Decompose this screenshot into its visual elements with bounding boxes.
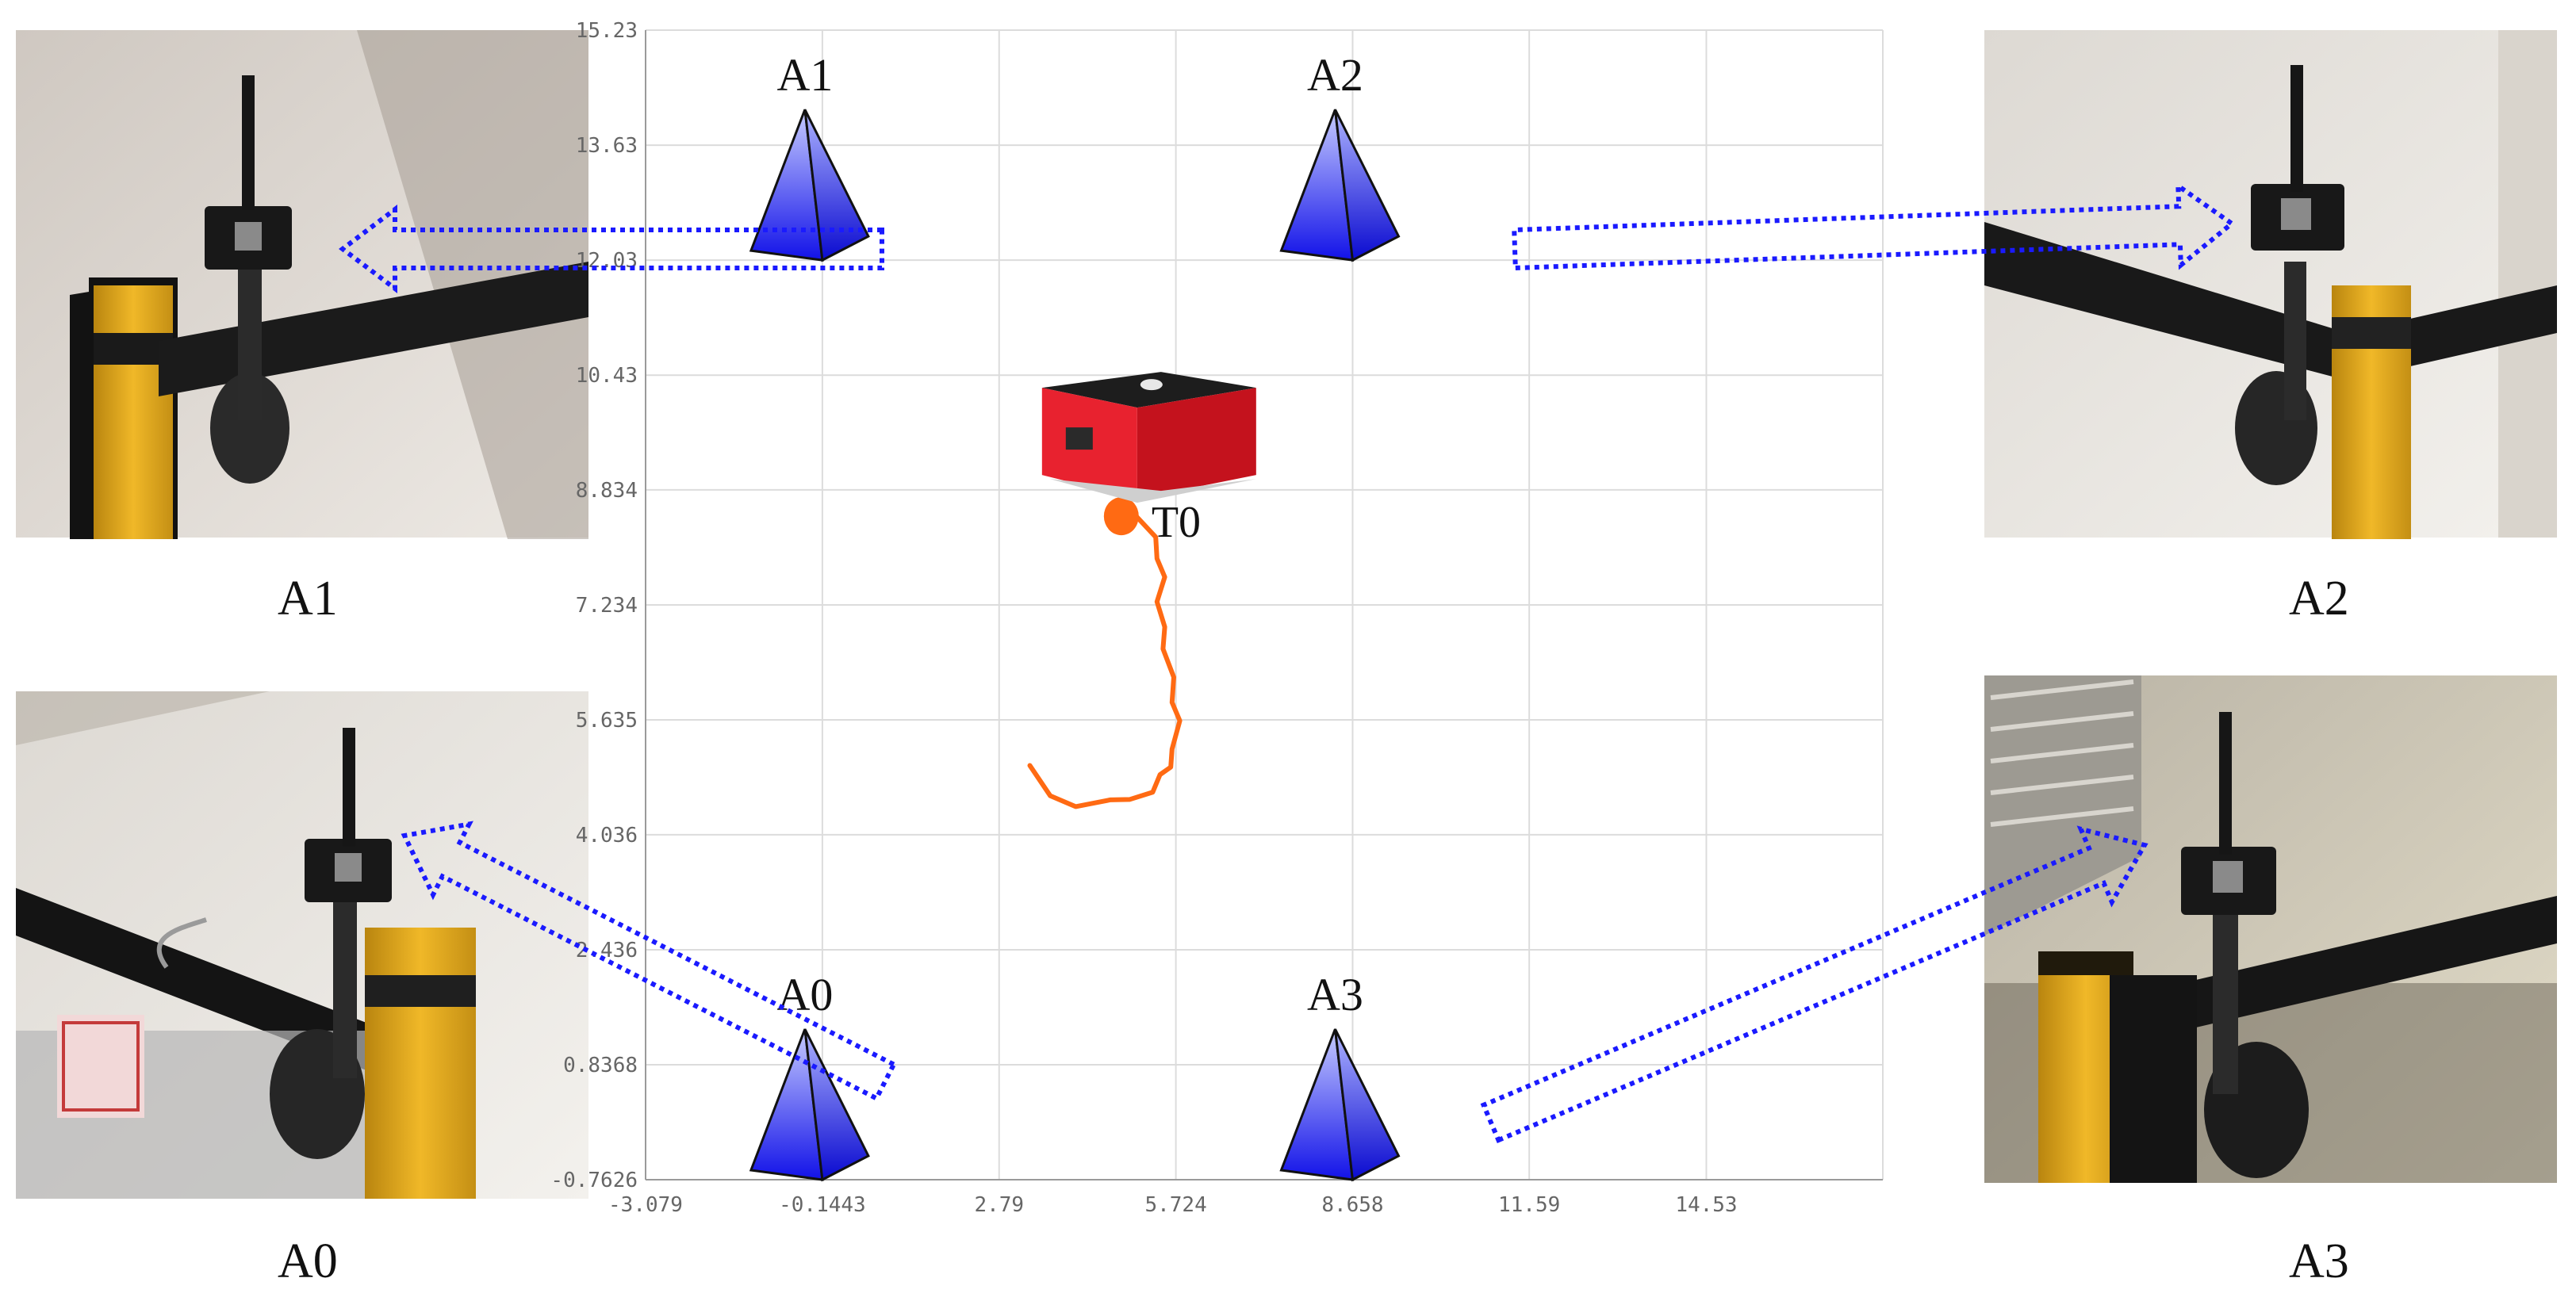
x-tick-label: -3.079 (608, 1193, 683, 1217)
pyramid-face-right (1333, 109, 1401, 262)
y-tick-label: 7.234 (576, 594, 638, 618)
photo-a0 (16, 691, 588, 1199)
arrow-a2 (1512, 181, 2236, 271)
anchor-label: A0 (776, 969, 833, 1020)
tag-position-marker (1103, 497, 1139, 536)
ceiling-vent (1984, 675, 2141, 936)
photo-label-a0: A0 (278, 1234, 338, 1288)
pyramid-face-right (1333, 1028, 1401, 1182)
photo-label-a3: A3 (2289, 1234, 2349, 1288)
photo-label-a2: A2 (2289, 572, 2349, 626)
photo-label-a1: A1 (278, 572, 338, 626)
trajectory-group: T0 (1027, 497, 1201, 809)
photo-a3 (1984, 675, 2557, 1183)
x-tick-label: 5.724 (1144, 1193, 1206, 1217)
trajectory-path (1027, 506, 1183, 809)
robot-icon (1041, 372, 1256, 503)
x-tick-label: 8.658 (1321, 1193, 1383, 1217)
x-tick-label: -0.1443 (779, 1193, 866, 1217)
anchor-a2: A2 (1279, 49, 1401, 262)
tag-label: T0 (1152, 498, 1201, 547)
y-tick-label: 8.834 (576, 479, 638, 503)
arrow-a3 (1480, 825, 2149, 1144)
photo-a2 (1984, 30, 2557, 539)
y-axis-ticks: 15.2313.6312.0310.438.8347.2345.6354.036… (550, 19, 638, 1192)
anchor-a1: A1 (749, 49, 870, 262)
photo-a1 (16, 30, 588, 539)
y-tick-label: 4.036 (576, 824, 638, 848)
anchor-label: A1 (776, 49, 833, 101)
anchor-markers: A1 A2 A0 A3 (749, 49, 1401, 1182)
y-tick-label: 13.63 (576, 134, 638, 158)
y-tick-label: 5.635 (576, 709, 638, 733)
robot-top-hole (1140, 379, 1163, 391)
y-tick-label: 15.23 (576, 19, 638, 43)
anchor-a0: A0 (749, 969, 870, 1182)
robot-side (1137, 388, 1256, 499)
anchor-a3: A3 (1279, 969, 1401, 1182)
robot-screen (1065, 427, 1093, 450)
link-arrows (339, 181, 2236, 1144)
y-tick-label: 0.8368 (563, 1054, 638, 1077)
y-tick-label: 10.43 (576, 364, 638, 388)
robot-body (1041, 372, 1256, 503)
arrow-a0 (401, 821, 897, 1102)
anchor-label: A2 (1307, 49, 1363, 101)
pyramid-face-right (803, 109, 870, 262)
x-tick-label: 2.79 (974, 1193, 1024, 1217)
y-tick-label: -0.7626 (550, 1169, 638, 1192)
x-axis-ticks: -3.079 -0.1443 2.79 5.724 8.658 11.59 14.53 (608, 1193, 1738, 1217)
x-tick-label: 14.53 (1675, 1193, 1737, 1217)
anchor-label: A3 (1307, 969, 1363, 1020)
robot-base (1049, 479, 1256, 503)
pyramid-face-right (803, 1028, 870, 1182)
x-tick-label: 11.59 (1498, 1193, 1560, 1217)
